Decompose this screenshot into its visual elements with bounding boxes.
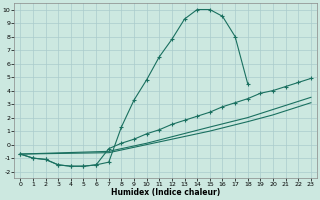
X-axis label: Humidex (Indice chaleur): Humidex (Indice chaleur): [111, 188, 220, 197]
